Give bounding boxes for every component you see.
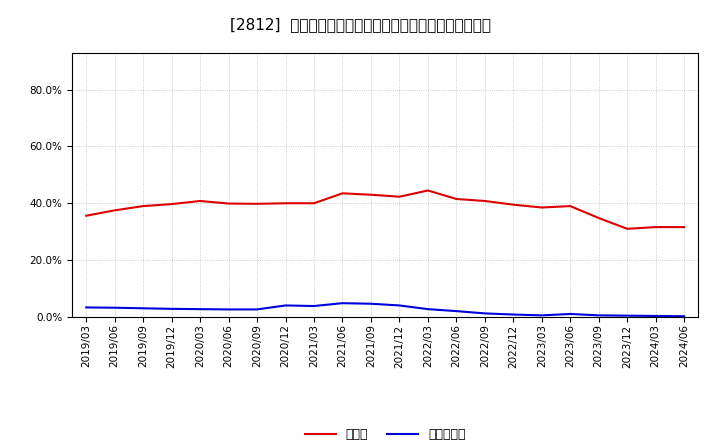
現預金	[566, 203, 575, 209]
現預金	[452, 196, 461, 202]
有利子負債	[452, 308, 461, 314]
有利子負債	[338, 301, 347, 306]
現預金	[395, 194, 404, 199]
現預金	[110, 208, 119, 213]
有利子負債	[680, 314, 688, 319]
有利子負債	[366, 301, 375, 306]
現預金	[423, 188, 432, 193]
現預金	[139, 203, 148, 209]
有利子負債	[566, 312, 575, 317]
現預金	[509, 202, 518, 207]
有利子負債	[167, 306, 176, 312]
有利子負債	[139, 306, 148, 311]
現預金	[167, 202, 176, 207]
有利子負債	[509, 312, 518, 317]
現預金	[366, 192, 375, 198]
現預金	[680, 224, 688, 230]
現預金	[196, 198, 204, 204]
有利子負債	[652, 313, 660, 319]
現預金	[623, 226, 631, 231]
現預金	[480, 198, 489, 204]
有利子負債	[253, 307, 261, 312]
現預金	[537, 205, 546, 210]
有利子負債	[423, 307, 432, 312]
現預金	[595, 215, 603, 220]
現預金	[282, 201, 290, 206]
現預金	[82, 213, 91, 218]
有利子負債	[82, 305, 91, 310]
Legend: 現預金, 有利子負債: 現預金, 有利子負債	[300, 423, 471, 440]
有利子負債	[480, 311, 489, 316]
現預金	[253, 201, 261, 206]
現預金	[310, 201, 318, 206]
Line: 有利子負債: 有利子負債	[86, 303, 684, 316]
有利子負債	[395, 303, 404, 308]
Text: [2812]  現預金、有利子負債の総資産に対する比率の推移: [2812] 現預金、有利子負債の総資産に対する比率の推移	[230, 18, 490, 33]
有利子負債	[196, 307, 204, 312]
現預金	[225, 201, 233, 206]
Line: 現預金: 現預金	[86, 191, 684, 229]
有利子負債	[623, 313, 631, 318]
有利子負債	[537, 313, 546, 318]
有利子負債	[595, 313, 603, 318]
有利子負債	[310, 303, 318, 308]
有利子負債	[110, 305, 119, 310]
現預金	[652, 224, 660, 230]
有利子負債	[282, 303, 290, 308]
現預金	[338, 191, 347, 196]
有利子負債	[225, 307, 233, 312]
